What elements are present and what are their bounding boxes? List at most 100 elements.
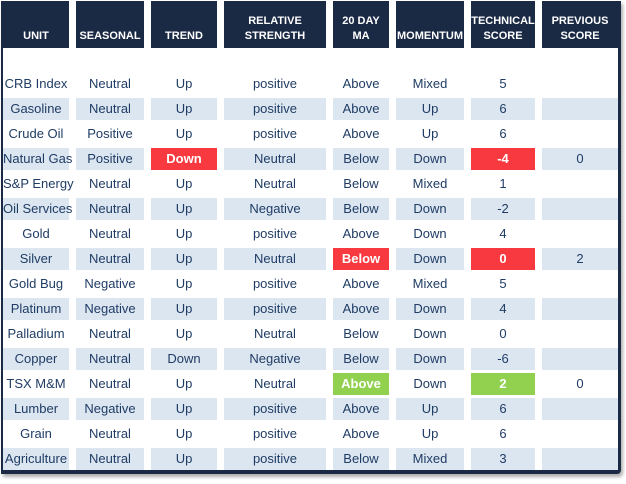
technical-score-table: UNIT SEASONAL TREND RELATIVE STRENGTH 20 DAY… (3, 1, 618, 470)
cell-relative_strength: Neutral (224, 373, 326, 395)
row-label-cell: Gold (3, 223, 69, 245)
spacer-row (3, 51, 618, 70)
cell-seasonal: Neutral (76, 73, 144, 95)
column-header-previous_score: PREVIOUS SCORE (542, 1, 618, 48)
cell-ma20: Above (333, 73, 389, 95)
cell-relative_strength: positive (224, 223, 326, 245)
column-header-momentum: MOMENTUM (396, 1, 464, 48)
cell-trend: Up (151, 373, 217, 395)
cell-previous_score (542, 123, 618, 145)
row-label-cell: S&P Energy (3, 173, 74, 195)
cell-seasonal: Neutral (76, 348, 144, 370)
cell-seasonal: Positive (76, 148, 144, 170)
cell-relative_strength: positive (224, 123, 326, 145)
cell-previous_score: 2 (542, 248, 618, 270)
row-label-cell: CRB Index (3, 73, 69, 95)
column-header-trend: TREND (151, 1, 217, 48)
cell-ma20: Below (333, 148, 389, 170)
cell-seasonal: Neutral (76, 248, 144, 270)
cell-momentum: Up (396, 423, 464, 445)
cell-relative_strength: positive (224, 98, 326, 120)
cell-technical_score: -4 (471, 148, 535, 170)
cell-trend: Up (151, 173, 217, 195)
cell-relative_strength: Negative (224, 198, 326, 220)
row-label-cell: Grain (3, 423, 69, 445)
cell-seasonal: Neutral (76, 448, 144, 470)
column-header-seasonal: SEASONAL (76, 1, 144, 48)
cell-ma20: Above (333, 298, 389, 320)
cell-previous_score: 0 (542, 148, 618, 170)
cell-previous_score (542, 398, 618, 420)
cell-trend: Up (151, 323, 217, 345)
cell-momentum: Mixed (396, 173, 464, 195)
cell-seasonal: Neutral (76, 423, 144, 445)
cell-relative_strength: Neutral (224, 173, 326, 195)
cell-relative_strength: positive (224, 273, 326, 295)
row-label-cell: Gold Bug (3, 273, 69, 295)
row-label-cell: Palladium (3, 323, 69, 345)
column-header-relative_strength: RELATIVE STRENGTH (224, 1, 326, 48)
cell-technical_score: 4 (471, 298, 535, 320)
cell-technical_score: 6 (471, 398, 535, 420)
cell-relative_strength: Neutral (224, 148, 326, 170)
cell-trend: Up (151, 198, 217, 220)
cell-relative_strength: positive (224, 448, 326, 470)
cell-seasonal: Negative (76, 398, 144, 420)
cell-previous_score (542, 448, 618, 470)
cell-momentum: Down (396, 223, 464, 245)
cell-seasonal: Negative (76, 298, 144, 320)
row-label-cell: Gasoline (3, 98, 69, 120)
cell-momentum: Up (396, 98, 464, 120)
cell-momentum: Down (396, 248, 464, 270)
cell-relative_strength: Neutral (224, 248, 326, 270)
cell-technical_score: 6 (471, 423, 535, 445)
cell-relative_strength: positive (224, 73, 326, 95)
cell-ma20: Above (333, 223, 389, 245)
cell-previous_score (542, 198, 618, 220)
cell-momentum: Mixed (396, 448, 464, 470)
row-label-cell: Oil Services (3, 198, 72, 220)
cell-previous_score (542, 423, 618, 445)
cell-seasonal: Neutral (76, 98, 144, 120)
cell-ma20: Below (333, 198, 389, 220)
cell-ma20: Below (333, 348, 389, 370)
row-label-cell: Agriculture (3, 448, 69, 470)
column-header-unit: UNIT (3, 1, 69, 48)
cell-relative_strength: positive (224, 398, 326, 420)
cell-trend: Up (151, 248, 217, 270)
column-header-ma20: 20 DAY MA (333, 1, 389, 48)
cell-relative_strength: positive (224, 423, 326, 445)
cell-momentum: Up (396, 123, 464, 145)
cell-technical_score: -6 (471, 348, 535, 370)
cell-ma20: Below (333, 248, 389, 270)
cell-previous_score (542, 223, 618, 245)
row-label-cell: Natural Gas (3, 148, 72, 170)
cell-technical_score: 5 (471, 73, 535, 95)
cell-technical_score: 2 (471, 373, 535, 395)
cell-ma20: Below (333, 448, 389, 470)
cell-ma20: Above (333, 273, 389, 295)
cell-technical_score: 0 (471, 248, 535, 270)
cell-technical_score: -2 (471, 198, 535, 220)
cell-previous_score: 0 (542, 373, 618, 395)
cell-momentum: Down (396, 148, 464, 170)
cell-previous_score (542, 273, 618, 295)
cell-relative_strength: Negative (224, 348, 326, 370)
cell-trend: Up (151, 123, 217, 145)
cell-momentum: Down (396, 348, 464, 370)
row-label-cell: Crude Oil (3, 123, 69, 145)
cell-technical_score: 0 (471, 323, 535, 345)
row-label-cell: Silver (3, 248, 69, 270)
cell-trend: Up (151, 398, 217, 420)
cell-ma20: Above (333, 398, 389, 420)
cell-ma20: Above (333, 98, 389, 120)
cell-previous_score (542, 298, 618, 320)
cell-seasonal: Negative (76, 273, 144, 295)
cell-previous_score (542, 348, 618, 370)
cell-technical_score: 4 (471, 223, 535, 245)
cell-momentum: Down (396, 373, 464, 395)
cell-trend: Up (151, 223, 217, 245)
cell-momentum: Mixed (396, 73, 464, 95)
cell-previous_score (542, 173, 618, 195)
table-screenshot-frame: UNIT SEASONAL TREND RELATIVE STRENGTH 20 DAY… (1, 1, 621, 474)
